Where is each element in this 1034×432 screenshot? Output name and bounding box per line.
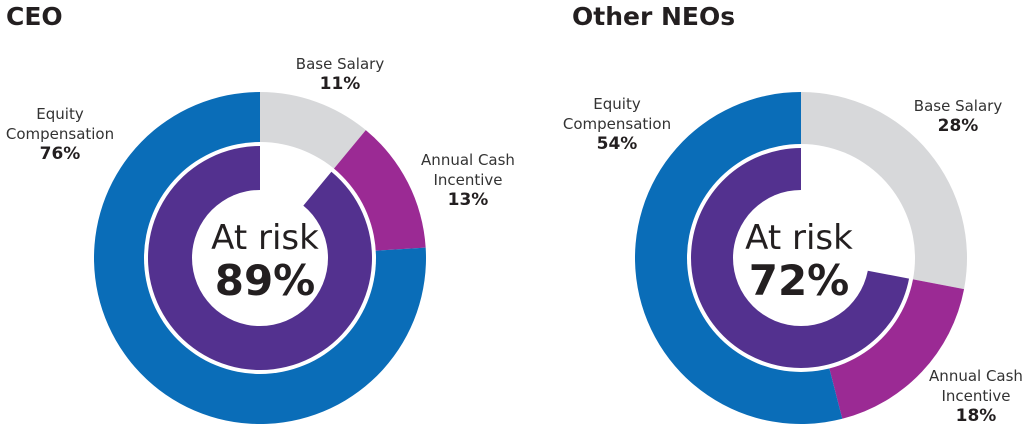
ceo-donut-hole — [192, 190, 328, 326]
neo-center-title: At risk — [745, 218, 853, 258]
ceo-label-base-salary: Base Salary 11% — [295, 55, 385, 94]
ceo-center-label: At risk 89% — [190, 218, 340, 304]
neo-chart-title: Other NEOs — [572, 2, 736, 31]
neo-label-annual-cash-incentive: Annual Cash Incentive 18% — [929, 367, 1023, 426]
neo-center-label: At risk 72% — [724, 218, 874, 304]
neo-label-base-salary: Base Salary 28% — [913, 97, 1003, 136]
neo-donut-hole — [733, 190, 869, 326]
ceo-chart-title: CEO — [6, 2, 63, 31]
neo-center-value: 72% — [748, 256, 850, 305]
ceo-label-annual-cash-incentive: Annual Cash Incentive 13% — [421, 151, 515, 210]
ceo-center-value: 89% — [214, 256, 316, 305]
ceo-center-title: At risk — [211, 218, 319, 258]
neo-label-equity-compensation: Equity Compensation 54% — [562, 95, 672, 154]
ceo-label-equity-compensation: Equity Compensation 76% — [5, 105, 115, 164]
